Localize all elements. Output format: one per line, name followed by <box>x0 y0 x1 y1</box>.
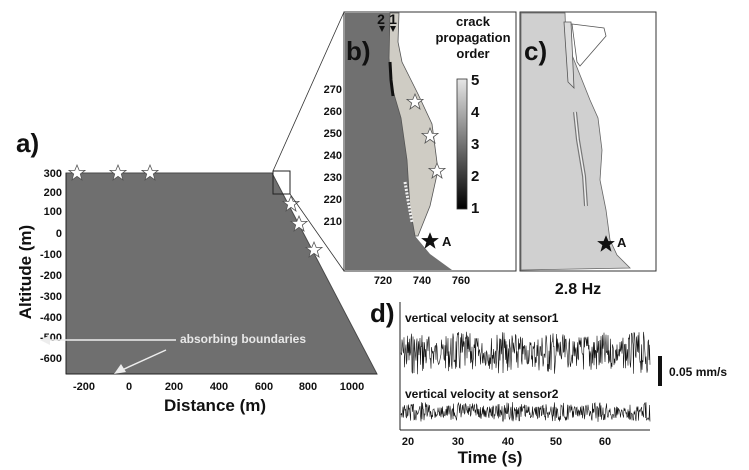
xtick: 50 <box>550 436 562 448</box>
xtick: 60 <box>599 436 611 448</box>
arrow-to-bottom-boundary <box>121 349 167 371</box>
ytick: -300 <box>40 291 62 303</box>
crack-displacement-core <box>574 111 587 207</box>
xtick: 800 <box>299 381 317 393</box>
colorbar-tick: 5 <box>471 72 479 89</box>
point-a-label: A <box>442 234 452 249</box>
xtick: 720 <box>374 275 392 287</box>
panel-b-label: b) <box>346 36 371 66</box>
ytick: -600 <box>40 353 62 365</box>
panel-a-label: a) <box>16 128 39 158</box>
ytick: 300 <box>44 168 62 180</box>
ytick: -500 <box>40 332 62 344</box>
sensor2-velocity-trace <box>400 401 651 423</box>
ytick: 230 <box>324 172 342 184</box>
zoom-line-top <box>272 11 345 172</box>
absorbing-boundaries-label: absorbing boundaries <box>180 332 306 346</box>
sensor-1-label: 1 <box>389 11 397 27</box>
colorbar-title-line2: propagation <box>435 30 510 45</box>
panel-c-label: c) <box>524 36 547 66</box>
sensor-1-marker-icon <box>390 26 396 32</box>
colorbar-tick: 2 <box>471 168 479 185</box>
crack-zone <box>388 12 439 237</box>
zoom-box <box>272 170 291 195</box>
xtick: 20 <box>402 436 414 448</box>
deformed-outline <box>571 23 607 67</box>
panel-a: a) Altitude (m) Distance (m) 300 200 100… <box>16 11 378 415</box>
panel-a-ylabel: Altitude (m) <box>16 225 35 319</box>
trace2-label: vertical velocity at sensor2 <box>405 387 559 401</box>
ytick: -200 <box>40 270 62 282</box>
xtick: 740 <box>413 275 431 287</box>
trace1-label: vertical velocity at sensor1 <box>405 311 559 325</box>
arrow-head-icon <box>40 335 50 345</box>
arrow-head-icon <box>114 364 126 374</box>
panel-b-yticks: 270 260 250 240 230 220 210 <box>324 84 342 228</box>
panel-d: d) vertical velocity at sensor1 vertical… <box>370 298 727 467</box>
crack-segment-early <box>388 61 395 97</box>
panel-d-xticks: 20 30 40 50 60 <box>402 436 611 448</box>
ytick: 100 <box>44 206 62 218</box>
colorbar: crack propagation order 5 4 3 2 1 <box>435 14 510 217</box>
colorbar-tick: 3 <box>471 136 479 153</box>
xtick: 1000 <box>340 381 364 393</box>
point-a-label-c: A <box>617 235 627 250</box>
colorbar-title-line3: order <box>456 46 489 61</box>
xtick: -200 <box>73 381 95 393</box>
ytick: 250 <box>324 128 342 140</box>
panel-b: A 2 1 b) 270 260 250 240 230 220 210 720… <box>324 11 517 287</box>
colorbar-gradient <box>456 78 468 210</box>
colorbar-tick: 4 <box>471 104 480 121</box>
sensor1-velocity-trace <box>400 331 651 375</box>
sensor-2-label: 2 <box>377 11 385 27</box>
crack-segment-late <box>403 181 414 223</box>
ytick: -400 <box>40 312 62 324</box>
xtick: 40 <box>502 436 514 448</box>
panel-a-xticks: -200 0 200 400 600 800 1000 <box>73 381 364 393</box>
ytick: 260 <box>324 106 342 118</box>
xtick: 400 <box>210 381 228 393</box>
colorbar-tick: 1 <box>471 200 479 217</box>
panel-d-xlabel: Time (s) <box>458 448 523 467</box>
frequency-caption: 2.8 Hz <box>555 281 601 298</box>
xtick: 200 <box>165 381 183 393</box>
zoom-line-bottom <box>289 193 345 272</box>
cliff-body <box>345 13 452 270</box>
sensor-2-marker-icon <box>379 26 385 32</box>
ytick: 270 <box>324 84 342 96</box>
xtick: 600 <box>255 381 273 393</box>
amplitude-scale-label: 0.05 mm/s <box>669 365 727 379</box>
colorbar-title-line1: crack <box>456 14 491 29</box>
panel-d-label: d) <box>370 298 395 328</box>
panel-a-yticks: 300 200 100 0 -100 -200 -300 -400 -500 -… <box>40 168 62 365</box>
xtick: 0 <box>126 381 132 393</box>
panel-b-xticks: 720 740 760 <box>374 275 470 287</box>
ytick: 240 <box>324 150 342 162</box>
xtick: 760 <box>452 275 470 287</box>
amplitude-scale-bar <box>658 356 662 386</box>
ytick: 210 <box>324 216 342 228</box>
panel-a-xlabel: Distance (m) <box>164 396 266 415</box>
ytick: 220 <box>324 194 342 206</box>
xtick: 30 <box>452 436 464 448</box>
ytick: 0 <box>56 228 62 240</box>
deformed-block-top <box>563 21 575 90</box>
panel-c: A c) 2.8 Hz <box>519 11 657 298</box>
ytick: -100 <box>40 249 62 261</box>
ytick: 200 <box>44 187 62 199</box>
